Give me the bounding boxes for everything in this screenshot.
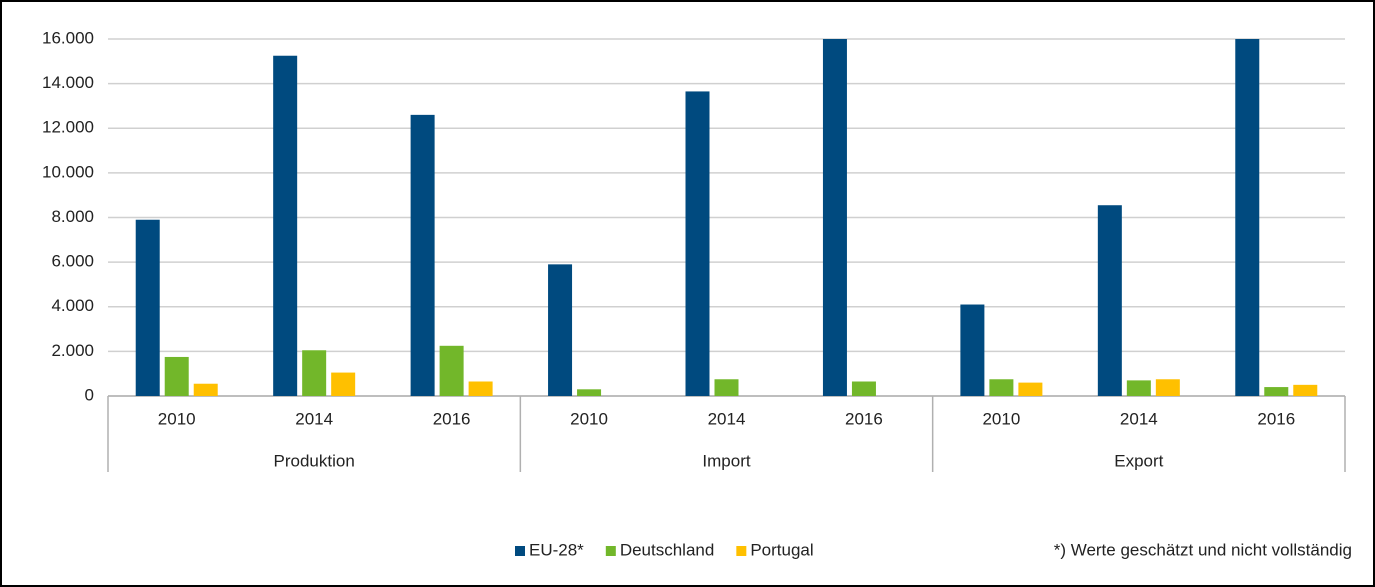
bar	[1235, 39, 1260, 396]
x-tick-label: 2010	[570, 409, 608, 428]
legend-swatch	[605, 546, 616, 556]
x-tick-label: 2016	[433, 409, 471, 428]
legend-label: Portugal	[750, 540, 813, 559]
bar	[135, 219, 160, 396]
legend-swatch	[736, 546, 747, 556]
y-tick-label: 0	[85, 385, 94, 404]
bar	[468, 381, 493, 396]
legend-label: Deutschland	[620, 540, 715, 559]
bar	[331, 372, 356, 396]
x-tick-label: 2010	[158, 409, 196, 428]
group-label: Import	[702, 451, 750, 470]
bar	[1018, 382, 1043, 396]
bar	[439, 345, 464, 396]
bar	[685, 91, 710, 396]
x-tick-label: 2014	[708, 409, 746, 428]
y-tick-label: 10.000	[42, 162, 94, 181]
bar	[548, 264, 573, 396]
bar	[273, 55, 298, 396]
y-tick-label: 16.000	[42, 28, 94, 47]
legend-swatch	[515, 546, 525, 556]
bar	[1126, 380, 1151, 396]
y-tick-label: 12.000	[42, 118, 94, 137]
bar	[302, 350, 327, 396]
group-label: Export	[1114, 451, 1163, 470]
y-tick-label: 4.000	[51, 296, 94, 315]
bar	[193, 383, 218, 396]
x-tick-label: 2010	[982, 409, 1020, 428]
bar	[1155, 379, 1180, 396]
y-tick-label: 6.000	[51, 252, 94, 271]
x-tick-label: 2014	[1120, 409, 1158, 428]
y-tick-label: 2.000	[51, 341, 94, 360]
bar	[1293, 384, 1318, 396]
legend-label: EU-28*	[529, 540, 584, 559]
bar	[410, 114, 435, 397]
y-tick-label: 14.000	[42, 73, 94, 92]
x-tick-label: 2016	[845, 409, 883, 428]
bar	[851, 381, 876, 396]
bar	[164, 356, 189, 396]
footnote: *) Werte geschätzt und nicht vollständig	[1054, 540, 1352, 559]
bar	[1264, 387, 1289, 396]
x-tick-label: 2016	[1257, 409, 1295, 428]
bar	[577, 389, 602, 396]
bar	[714, 379, 739, 396]
bar	[822, 39, 847, 396]
bar	[960, 304, 985, 396]
group-label: Produktion	[274, 451, 355, 470]
bar	[1097, 205, 1122, 396]
y-tick-label: 8.000	[51, 207, 94, 226]
x-tick-label: 2014	[295, 409, 333, 428]
bar	[989, 379, 1014, 396]
